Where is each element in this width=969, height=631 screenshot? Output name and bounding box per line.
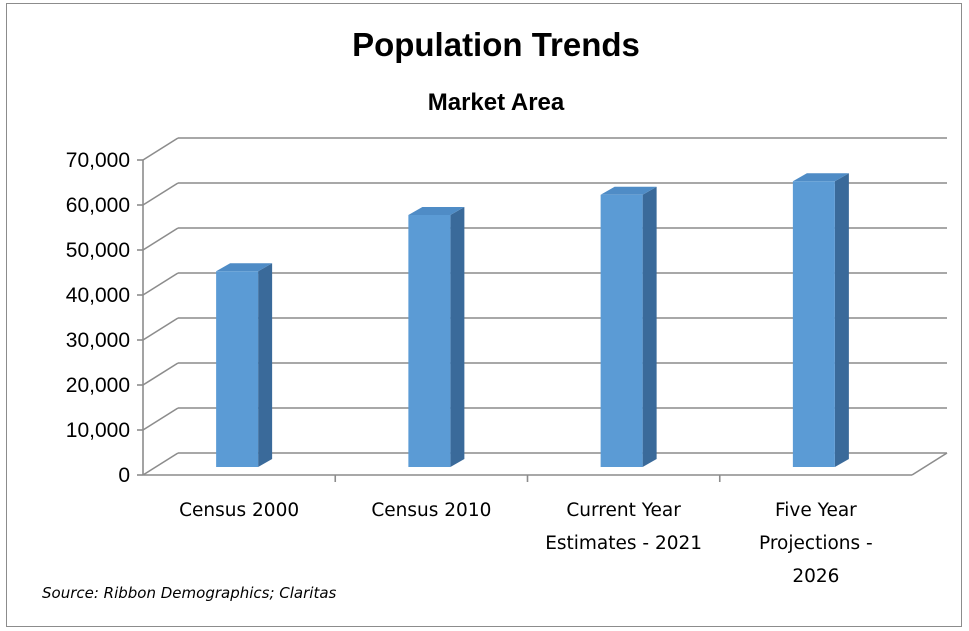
- bar: [216, 263, 273, 467]
- x-tick-label: Estimates - 2021: [545, 533, 702, 554]
- gridline-side: [142, 362, 179, 386]
- bar-side: [834, 173, 849, 467]
- bar-side: [642, 186, 657, 467]
- x-tick-label: Current Year: [566, 500, 681, 521]
- y-tick-label: 70,000: [66, 149, 130, 172]
- y-tick-label: 40,000: [66, 284, 130, 307]
- axes: [142, 160, 912, 482]
- x-axis-ticks: Census 2000 Census 2010 Current Year Estima…: [179, 500, 873, 587]
- bar-front: [792, 181, 835, 467]
- bars: [216, 173, 849, 467]
- source-note: Source: Ribbon Demographics; Claritas: [42, 584, 337, 602]
- chart-title: Population Trends: [352, 26, 640, 63]
- x-tick-label: 2026: [792, 566, 839, 587]
- x-tick-label: Census 2010: [371, 500, 491, 521]
- y-tick-label: 50,000: [66, 239, 130, 262]
- y-tick-label: 0: [118, 464, 130, 487]
- gridline-side: [142, 272, 179, 296]
- gridline-side: [142, 317, 179, 341]
- chart-subtitle: Market Area: [428, 89, 565, 116]
- x-tick-label: Census 2000: [179, 500, 299, 521]
- y-axis-ticks: 0 10,000 20,000 30,000 40,000 50,000 60,000 70,…: [66, 149, 143, 487]
- bar: [792, 173, 849, 467]
- bar: [600, 186, 657, 467]
- gridline-side: [142, 182, 179, 206]
- gridline-side: [142, 407, 179, 431]
- bar-top: [408, 207, 465, 215]
- floor-edge-right: [911, 452, 948, 476]
- bar-front: [408, 215, 451, 467]
- gridline-side: [142, 137, 179, 161]
- bar-top: [600, 186, 657, 195]
- gridline-side: [142, 227, 179, 251]
- bar-front: [600, 194, 643, 467]
- bar-top: [792, 173, 849, 182]
- bar-top: [216, 263, 273, 272]
- bar-side: [450, 207, 465, 467]
- bar: [408, 207, 465, 467]
- y-tick-label: 60,000: [66, 194, 130, 217]
- floor-edge-left: [142, 452, 179, 476]
- x-tick-label: Projections -: [759, 533, 873, 554]
- y-tick-label: 10,000: [66, 419, 130, 442]
- y-tick-label: 20,000: [66, 374, 130, 397]
- y-tick-label: 30,000: [66, 329, 130, 352]
- bar-side: [258, 263, 273, 467]
- x-tick-label: Five Year: [775, 500, 857, 521]
- bar-front: [216, 271, 259, 467]
